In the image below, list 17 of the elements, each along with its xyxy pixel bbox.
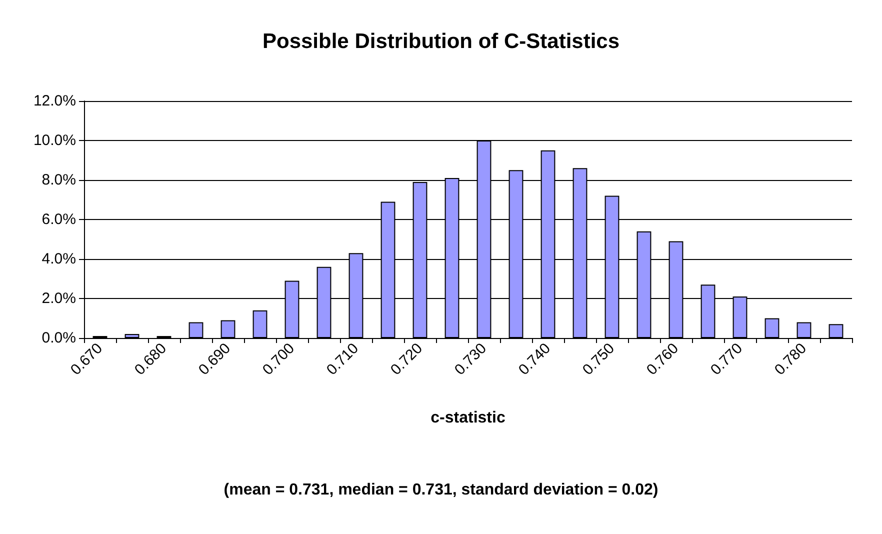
y-tick-label: 8.0% [42, 172, 76, 188]
bar [220, 320, 236, 338]
y-tick-label: 4.0% [42, 250, 76, 268]
y-tick-label: 6.0% [42, 211, 76, 228]
bar [188, 322, 204, 338]
bar [764, 318, 780, 338]
y-tick-label: 12.0% [33, 92, 76, 110]
bar [828, 324, 844, 338]
y-tick-label: 0.0% [42, 330, 76, 346]
y-tick-label: 10.0% [33, 132, 76, 149]
y-tick-label: 2.0% [42, 290, 76, 307]
bar [252, 310, 268, 338]
chart-title: Possible Distribution of C-Statistics [262, 30, 620, 53]
bar [124, 334, 140, 338]
text: (mean = 0.731, median = 0.731, standard deviation = 0.02) [224, 482, 658, 498]
x-axis-title: c-statistic [430, 410, 506, 426]
bar [796, 322, 812, 338]
